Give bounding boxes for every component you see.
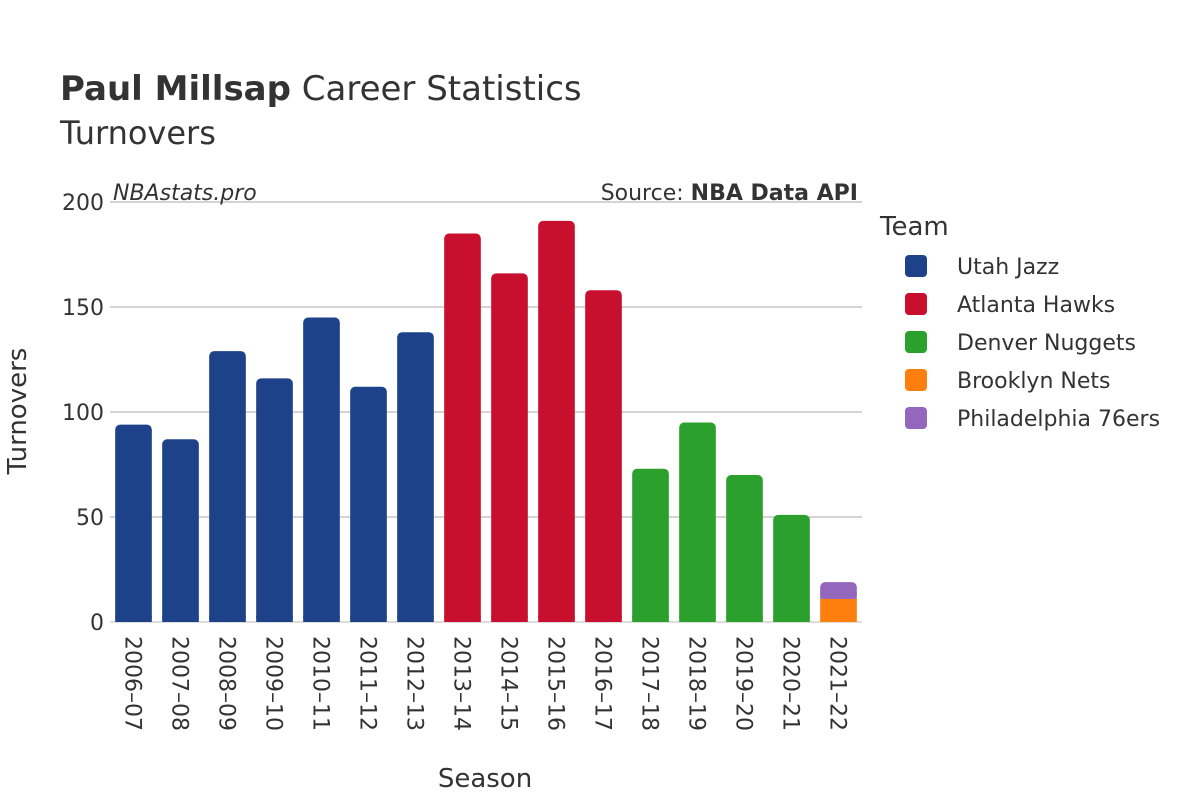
bar-base (444, 616, 481, 622)
x-tick-label: 2007–08 (167, 636, 192, 731)
x-tick-label: 2021–22 (825, 636, 850, 731)
legend-swatch (905, 255, 927, 277)
bar-base (726, 616, 763, 622)
y-tick-label: 0 (90, 611, 104, 636)
bar: Denver Nuggets 2019–20: 70 (726, 475, 763, 622)
x-tick-label: 2020–21 (778, 636, 803, 731)
x-tick-label: 2017–18 (637, 636, 662, 731)
bar-base (679, 616, 716, 622)
legend-swatch (905, 293, 927, 315)
legend-swatch (905, 369, 927, 391)
bar-base (820, 592, 857, 599)
chart-subtitle: Turnovers (59, 114, 216, 152)
bar: Utah Jazz 2012–13: 138 (397, 332, 434, 622)
watermark: NBAstats.pro (113, 181, 257, 206)
legend-swatch (905, 331, 927, 353)
legend-title: Team (879, 212, 949, 242)
legend-label: Utah Jazz (957, 255, 1059, 280)
x-axis-title: Season (438, 764, 532, 794)
x-tick-label: 2009–10 (261, 636, 286, 731)
bar: Atlanta Hawks 2015–16: 191 (538, 220, 575, 622)
bar: Utah Jazz 2009–10: 116 (256, 378, 293, 622)
x-tick-label: 2012–13 (402, 636, 427, 731)
x-tick-label: 2016–17 (590, 636, 615, 731)
bar-base (162, 616, 199, 622)
bar: Utah Jazz 2010–11: 145 (303, 317, 340, 622)
bar-base (397, 616, 434, 622)
bar: Utah Jazz 2008–09: 129 (209, 351, 246, 622)
bar: Denver Nuggets 2017–18: 73 (632, 468, 669, 622)
bar: Utah Jazz 2006–07: 94 (115, 424, 152, 622)
legend-swatch (905, 407, 927, 429)
bar-base (773, 616, 810, 622)
bars: Utah Jazz 2006–07: 94 Utah Jazz 2007–08: … (115, 220, 857, 622)
x-tick-label: 2011–12 (355, 636, 380, 731)
y-tick-label: 50 (76, 506, 104, 531)
bar-base (350, 616, 387, 622)
x-tick-label: 2015–16 (543, 636, 568, 731)
x-tick-label: 2014–15 (496, 636, 521, 731)
bar: Utah Jazz 2007–08: 87 (162, 439, 199, 622)
bar-base (209, 616, 246, 622)
bar-base (585, 616, 622, 622)
chart-title: Paul Millsap Career Statistics (60, 69, 582, 109)
x-axis-ticks: 2006–07 2007–08 2008–09 2009–10 2010–11 2011–… (120, 636, 850, 731)
y-tick-label: 100 (62, 401, 104, 426)
legend-label: Denver Nuggets (957, 331, 1136, 356)
y-axis-ticks: 0 50 100 150 200 (62, 191, 104, 636)
bar: Denver Nuggets 2020–21: 51 (773, 514, 810, 622)
bar: Brooklyn Nets 2021–22: 11 (820, 598, 857, 622)
bar: Atlanta Hawks 2013–14: 185 (444, 233, 481, 622)
x-tick-label: 2008–09 (214, 636, 239, 731)
chart-title-rest: Career Statistics (291, 69, 582, 109)
legend: Team Utah Jazz Atlanta Hawks Denver Nugget… (879, 212, 1160, 432)
y-tick-label: 150 (62, 296, 104, 321)
chart-title-player: Paul Millsap (60, 69, 291, 109)
legend-label: Brooklyn Nets (957, 369, 1110, 394)
x-tick-label: 2018–19 (684, 636, 709, 731)
bar: Utah Jazz 2011–12: 112 (350, 386, 387, 622)
y-axis-title: Turnovers (3, 348, 33, 476)
legend-label: Atlanta Hawks (957, 293, 1115, 318)
y-tick-label: 200 (62, 191, 104, 216)
source-name: NBA Data API (691, 181, 858, 206)
bar-base (256, 616, 293, 622)
bar-base (115, 616, 152, 622)
legend-label: Philadelphia 76ers (957, 407, 1160, 432)
bar: Atlanta Hawks 2014–15: 166 (491, 273, 528, 622)
x-tick-label: 2019–20 (731, 636, 756, 731)
bar-base (491, 616, 528, 622)
source-prefix: Source: (601, 181, 691, 206)
x-tick-label: 2013–14 (449, 636, 474, 731)
bar-base (632, 616, 669, 622)
bar-base (538, 616, 575, 622)
x-tick-label: 2010–11 (308, 636, 333, 731)
bar-base (303, 616, 340, 622)
bar: Atlanta Hawks 2016–17: 158 (585, 290, 622, 622)
bar: Denver Nuggets 2018–19: 95 (679, 422, 716, 622)
source-note: Source: NBA Data API (601, 181, 858, 206)
x-tick-label: 2006–07 (120, 636, 145, 731)
